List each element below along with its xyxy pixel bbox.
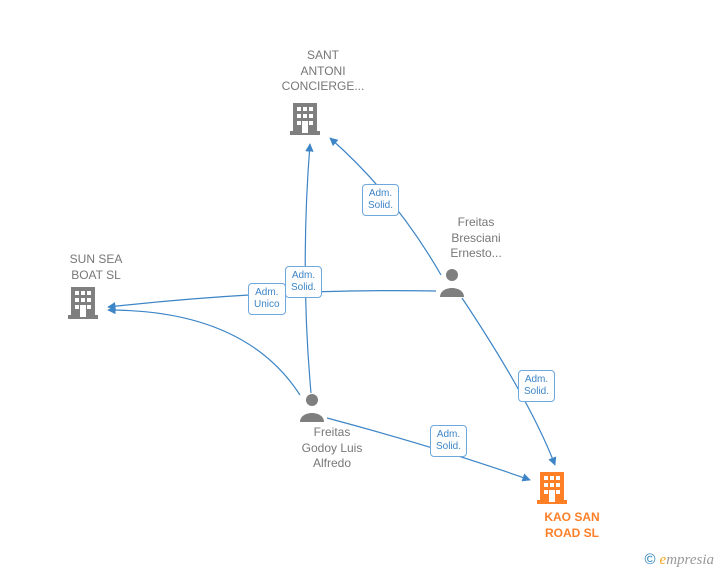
edge-label: Adm.Unico xyxy=(248,283,286,315)
watermark: ©empresia xyxy=(644,551,714,569)
brand-rest: mpresia xyxy=(666,552,714,568)
node-label-kao-san-road: KAO SANROAD SL xyxy=(522,510,622,541)
edge-label-text: Adm.Solid. xyxy=(524,374,549,397)
node-label-sant-antoni: SANTANTONICONCIERGE... xyxy=(273,48,373,95)
person-icon xyxy=(299,392,325,427)
edge-label: Adm.Solid. xyxy=(362,184,399,216)
edge-label-text: Adm.Solid. xyxy=(368,188,393,211)
person-icon xyxy=(439,267,465,302)
node-text: FreitasGodoy LuisAlfredo xyxy=(302,425,363,470)
node-text: SUN SEABOAT SL xyxy=(70,252,123,282)
node-text: SANTANTONICONCIERGE... xyxy=(282,48,365,93)
building-icon xyxy=(290,101,320,140)
edge-label-text: Adm.Unico xyxy=(254,287,280,310)
edge-label: Adm.Solid. xyxy=(518,370,555,402)
node-text: KAO SANROAD SL xyxy=(544,510,599,540)
edge-label: Adm.Solid. xyxy=(285,266,322,298)
copyright-symbol: © xyxy=(644,551,655,568)
node-label-freitas-bresciani: FreitasBrescianiErnesto... xyxy=(426,215,526,262)
node-label-sun-sea-boat: SUN SEABOAT SL xyxy=(46,252,146,283)
edge-label-text: Adm.Solid. xyxy=(291,270,316,293)
edge-label: Adm.Solid. xyxy=(430,425,467,457)
edge-label-text: Adm.Solid. xyxy=(436,429,461,452)
node-label-freitas-godoy: FreitasGodoy LuisAlfredo xyxy=(282,425,382,472)
building-icon xyxy=(68,285,98,324)
building-icon xyxy=(537,470,567,509)
node-text: FreitasBrescianiErnesto... xyxy=(450,215,501,260)
